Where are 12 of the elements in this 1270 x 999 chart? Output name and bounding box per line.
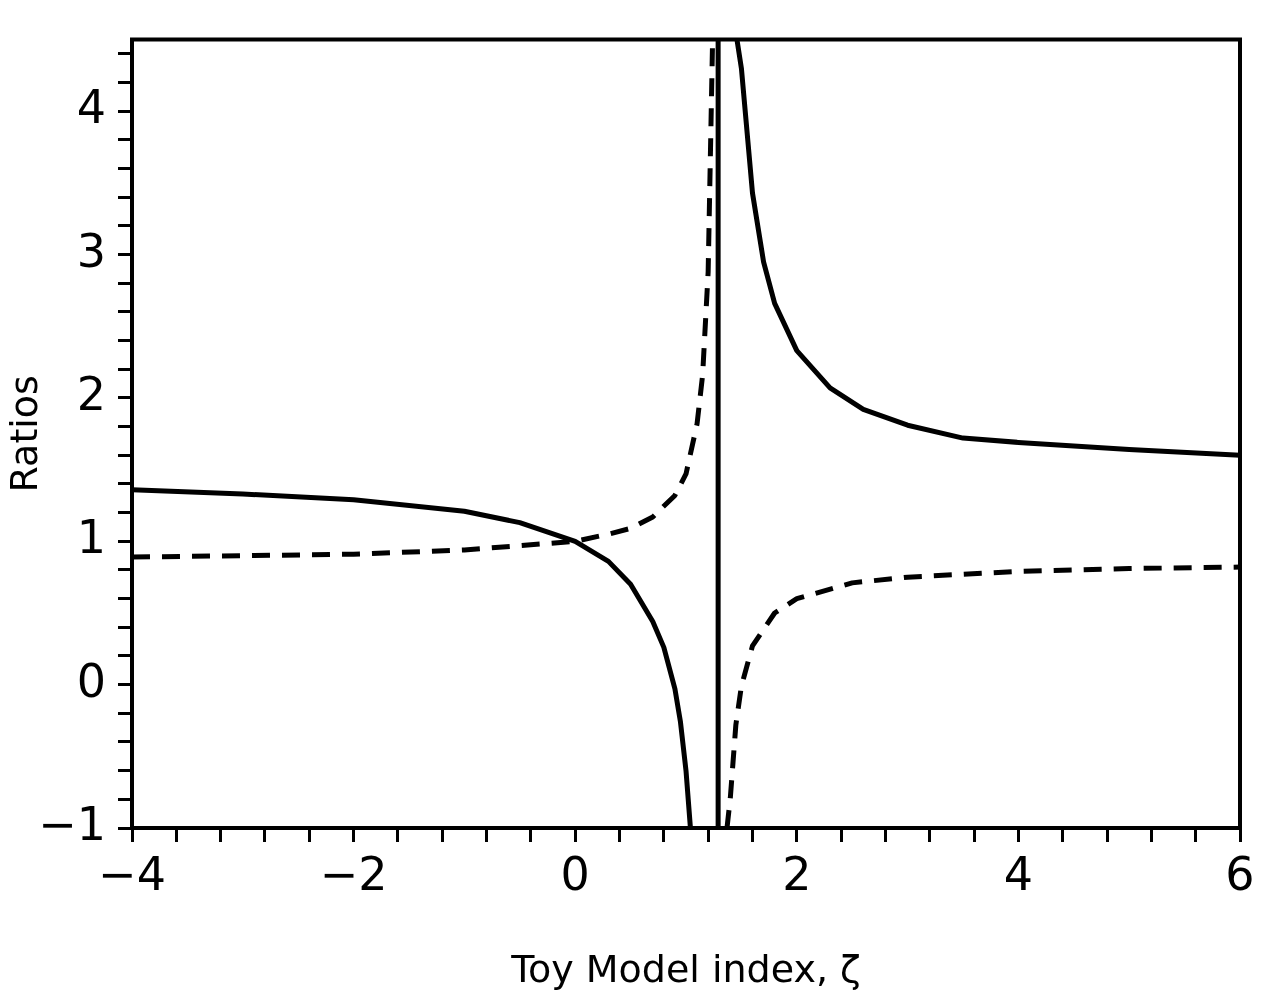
x-tick-label: −2 [319, 846, 388, 901]
x-tick-label: 0 [560, 846, 590, 901]
x-tick-label: 4 [1003, 846, 1034, 901]
y-tick-label: 3 [76, 223, 106, 278]
x-axis-title: Toy Model index, ζ [510, 947, 861, 992]
y-axis-title: Ratios [1, 375, 46, 493]
y-tick-label: 4 [76, 80, 106, 135]
x-tick-label: 6 [1225, 846, 1255, 901]
y-tick-label: 0 [76, 653, 106, 708]
y-tick-label: 2 [76, 366, 106, 421]
x-tick-label: 2 [782, 846, 812, 901]
y-tick-label: 1 [76, 510, 106, 565]
